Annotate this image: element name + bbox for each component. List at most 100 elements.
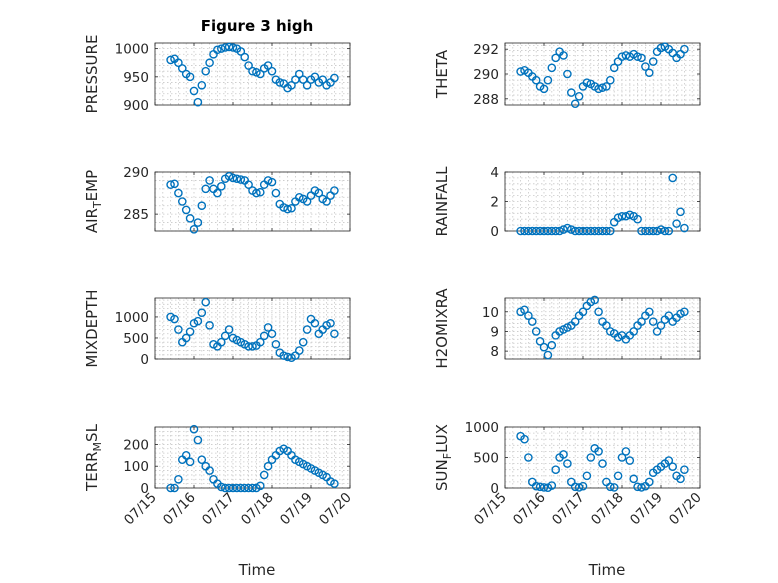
data-point xyxy=(322,197,331,206)
data-point xyxy=(287,80,296,90)
y-tick-label: 4 xyxy=(490,165,499,181)
data-point xyxy=(547,481,557,490)
data-point xyxy=(574,92,584,101)
y-tick-label: 288 xyxy=(473,92,499,108)
data-point xyxy=(255,187,265,197)
data-point xyxy=(213,45,222,55)
data-point xyxy=(267,177,277,187)
data-point xyxy=(617,211,627,221)
data-point xyxy=(302,197,312,206)
data-point xyxy=(181,333,191,343)
data-point xyxy=(228,173,238,183)
data-series xyxy=(166,297,339,363)
y-tick-label: 0 xyxy=(490,481,499,497)
data-point xyxy=(559,51,568,60)
data-point xyxy=(664,226,674,236)
data-point xyxy=(520,434,529,444)
grid xyxy=(504,43,701,106)
data-point xyxy=(570,317,580,326)
x-tick-label: 07/17 xyxy=(549,490,588,529)
data-point xyxy=(543,75,553,85)
data-point xyxy=(625,210,635,220)
data-point xyxy=(287,203,296,213)
data-point xyxy=(189,424,199,434)
data-point xyxy=(648,317,658,326)
data-point xyxy=(318,75,328,84)
data-point xyxy=(586,453,596,462)
data-point xyxy=(271,188,281,198)
data-point xyxy=(330,479,339,488)
x-tick-label: 07/18 xyxy=(588,490,627,529)
data-series xyxy=(516,42,689,109)
data-point xyxy=(193,97,203,107)
data-point xyxy=(185,327,195,336)
x-tick-label: 07/19 xyxy=(627,490,666,529)
data-point xyxy=(263,461,273,471)
data-point xyxy=(174,325,183,334)
x-tick-label: 07/16 xyxy=(510,490,549,529)
data-series xyxy=(516,295,689,360)
data-point xyxy=(570,99,580,109)
data-point xyxy=(613,213,623,223)
y-tick-label: 2 xyxy=(490,195,499,211)
data-point xyxy=(602,82,611,91)
x-tick-label: 07/20 xyxy=(316,490,355,529)
y-tick-label: 900 xyxy=(123,98,149,114)
data-point xyxy=(240,52,249,62)
x-tick-label: 07/18 xyxy=(238,490,277,529)
data-point xyxy=(637,53,646,63)
data-point xyxy=(197,308,207,318)
y-tick-label: 100 xyxy=(123,459,149,475)
data-point xyxy=(330,73,339,83)
data-point xyxy=(166,483,175,493)
data-point xyxy=(181,205,191,215)
data-point xyxy=(185,72,195,82)
data-point xyxy=(531,75,541,85)
axes-frame xyxy=(154,171,351,232)
x-axis-label-right: Time xyxy=(588,561,626,579)
data-point xyxy=(637,317,646,326)
data-point xyxy=(314,188,324,198)
chart-title: Figure 3 high xyxy=(201,17,314,35)
data-point xyxy=(259,470,269,480)
data-point xyxy=(582,78,592,87)
data-point xyxy=(216,44,226,53)
subplot-pressure: 900 950 1000 PRESSURE xyxy=(83,35,351,114)
y-axis-label: RAINFALL xyxy=(433,166,451,237)
y-tick-label: 290 xyxy=(473,67,499,83)
data-point xyxy=(648,226,658,236)
data-point xyxy=(543,350,553,360)
data-point xyxy=(220,331,230,341)
data-point xyxy=(228,43,238,52)
data-point xyxy=(294,346,304,355)
data-point xyxy=(185,214,195,223)
data-point xyxy=(598,459,607,468)
data-point xyxy=(189,86,199,96)
data-point xyxy=(567,225,576,234)
data-point xyxy=(213,188,222,198)
data-point xyxy=(197,80,207,90)
data-point xyxy=(656,43,666,53)
data-point xyxy=(652,327,662,336)
y-axis-label: SUNFLUX xyxy=(433,424,454,491)
data-point xyxy=(680,465,689,475)
data-point xyxy=(680,44,689,54)
data-point xyxy=(205,58,214,68)
data-point xyxy=(609,63,619,73)
data-point xyxy=(629,327,639,336)
data-point xyxy=(170,314,179,324)
data-point xyxy=(567,88,576,97)
data-point xyxy=(263,61,273,70)
data-point xyxy=(645,68,654,78)
data-point xyxy=(224,42,234,52)
data-point xyxy=(302,80,312,90)
data-point xyxy=(259,331,269,341)
y-tick-label: 285 xyxy=(123,207,149,223)
subplot-mixdepth: 0 500 1000 MIXDEPTH xyxy=(83,289,351,368)
data-point xyxy=(668,173,678,183)
data-point xyxy=(232,174,242,184)
data-point xyxy=(602,321,611,330)
data-point xyxy=(606,75,615,85)
